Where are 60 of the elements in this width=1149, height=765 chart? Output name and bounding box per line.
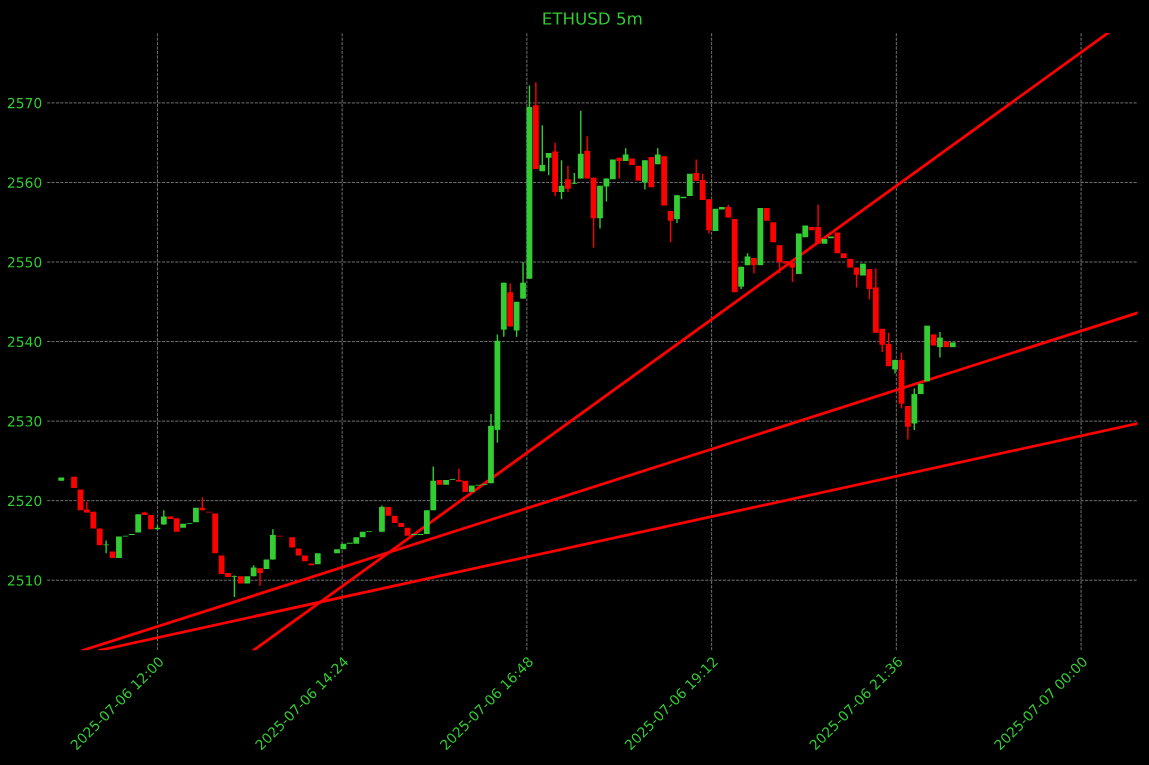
candlestick [135,514,142,533]
candlestick [231,574,238,598]
candlestick [423,510,430,535]
chart-title: ETHUSD 5m [543,12,642,25]
candlestick [545,152,552,176]
y-tick-label: 2540 [7,336,42,348]
candlestick [757,207,764,266]
candlestick [667,210,674,243]
candlestick [686,173,693,196]
candlestick [180,523,186,528]
candlestick [237,576,244,584]
candlestick [96,528,103,546]
candlestick [834,232,841,254]
candlestick [302,555,308,562]
candlestick [924,325,931,382]
y-tick-label: 2550 [7,256,42,268]
candlestick [257,567,263,587]
candlestick [58,477,65,481]
candlestick [334,549,340,554]
candlestick [661,156,668,206]
candlestick [847,258,854,268]
candlestick [731,219,738,293]
candlestick [860,263,866,276]
candlestick [520,261,526,300]
candlestick [103,539,110,554]
candlestick [943,341,950,348]
candlestick [436,480,443,485]
candlestick [116,536,122,558]
candlestick [905,405,911,441]
candlestick [937,331,943,359]
y-tick-label: 2520 [7,495,42,507]
candlestick [148,515,154,530]
candlestick [398,522,405,527]
candlestick [295,548,302,556]
candlestick [539,124,546,173]
candlestick [359,531,366,538]
candlestick [244,576,251,584]
candlestick [840,253,847,259]
candlestick [468,485,475,492]
candlestick [289,537,296,548]
candlestick [443,480,449,485]
candlestick [763,207,770,221]
candlestick [949,342,956,348]
candlestick [770,222,777,243]
y-tick-label: 2570 [7,97,42,109]
y-tick-label: 2530 [7,416,42,427]
candlestick [314,553,321,565]
candlestick [648,157,655,188]
candlestick [629,158,635,165]
candlestick [71,476,77,488]
y-tick-label: 2560 [7,177,42,188]
candlestick [930,334,937,346]
candlestick [642,159,648,191]
candlestick [212,513,219,554]
candlestick [917,383,924,395]
y-tick-label: 2510 [7,575,42,586]
candlestick [391,515,398,523]
candlestick [193,507,199,523]
candlestick [385,507,392,516]
candlestick [565,165,571,193]
